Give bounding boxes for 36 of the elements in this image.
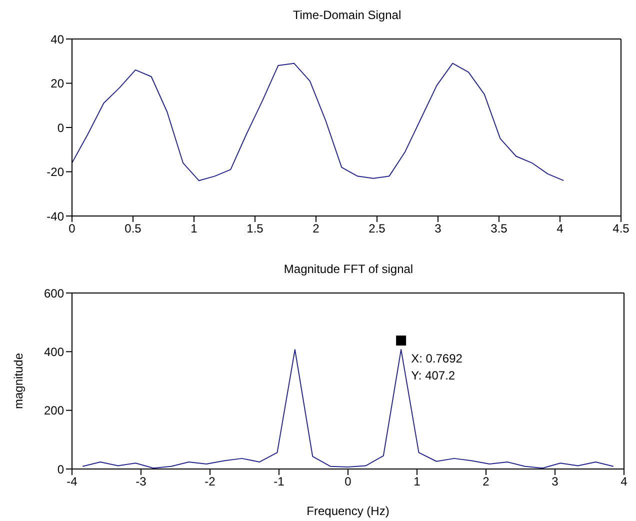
annotation: Y: 407.2 — [411, 368, 456, 383]
y-tick-label: 0 — [57, 120, 64, 135]
x-tick-label: 1.5 — [246, 222, 264, 236]
y-tick-label: -40 — [46, 209, 64, 224]
x-tick-label: 3 — [552, 474, 559, 489]
x-tick-label: -2 — [204, 474, 216, 489]
x-tick-label: 3.5 — [490, 222, 508, 236]
x-tick-label: -4 — [66, 474, 78, 489]
x-tick-label: 4 — [556, 222, 564, 236]
y-tick-label: 400 — [44, 344, 64, 359]
y-tick-label: -20 — [46, 165, 64, 180]
x-axis-title: Frequency (Hz) — [306, 504, 390, 518]
x-tick-label: 3 — [434, 222, 442, 236]
y-tick-label: 20 — [50, 76, 64, 91]
x-tick-label: 2.5 — [368, 222, 386, 236]
chart-title: Magnitude FFT of signal — [282, 262, 414, 276]
x-tick-label: 4 — [620, 474, 628, 489]
x-tick-label: 2 — [312, 222, 320, 236]
x-tick-label: 4.5 — [612, 222, 630, 236]
y-tick-label: 600 — [44, 286, 64, 300]
chart-title: Time-Domain Signal — [292, 8, 402, 22]
y-tick-label: 40 — [50, 32, 64, 46]
x-tick-label: 1 — [190, 222, 198, 236]
x-tick-label: -1 — [274, 474, 285, 489]
x-tick-label: 0 — [68, 222, 76, 236]
x-tick-label: -3 — [136, 474, 147, 489]
line-series — [82, 349, 614, 469]
y-axis-title: magnitude — [11, 352, 26, 410]
x-tick-label: 1 — [414, 474, 421, 489]
x-tick-label: 0.5 — [124, 222, 142, 236]
x-tick-label: 0 — [344, 474, 352, 489]
y-tick-label: 0 — [57, 462, 64, 476]
annotation: X: 0.7692 — [411, 352, 463, 366]
line-series — [72, 62, 564, 182]
y-tick-label: 200 — [44, 404, 64, 418]
x-tick-label: 2 — [482, 474, 490, 489]
